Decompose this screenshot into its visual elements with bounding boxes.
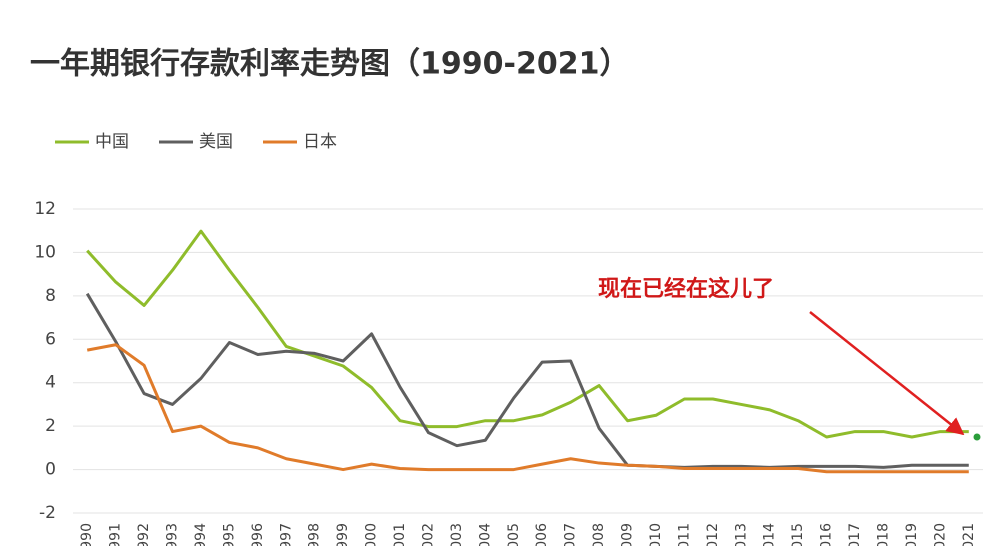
y-tick-label: 12 [34, 199, 56, 219]
x-tick-label: 2010 [648, 523, 664, 546]
x-tick-label: 2018 [875, 523, 891, 546]
series-line [85, 292, 969, 469]
x-tick-label: 1997 [278, 523, 294, 546]
y-tick-label: 6 [45, 329, 56, 349]
x-tick-label: 2019 [904, 523, 920, 546]
y-tick-label: 4 [45, 373, 56, 393]
x-tick-label: 2020 [932, 523, 948, 546]
x-tick-label: 1995 [221, 523, 237, 546]
x-tick-label: 2016 [819, 523, 835, 546]
y-tick-label: 2 [45, 416, 56, 436]
x-tick-label: 1996 [250, 523, 266, 546]
legend-label: 美国 [199, 132, 233, 152]
x-tick-label: 2012 [705, 523, 721, 546]
series-line [86, 343, 969, 474]
x-tick-label: 2015 [790, 523, 806, 546]
legend-label: 中国 [95, 132, 129, 152]
x-tick-label: 2004 [477, 523, 493, 546]
x-tick-label: 2003 [449, 523, 465, 546]
x-tick-label: 2011 [676, 523, 692, 546]
x-tick-label: 1994 [193, 523, 209, 546]
y-tick-label: 10 [34, 242, 56, 262]
x-tick-label: 1998 [307, 523, 323, 546]
x-tick-label: 2006 [534, 523, 550, 546]
series-line [86, 229, 969, 439]
annotation: 现在已经在这儿了 [598, 276, 774, 302]
x-tick-label: 2017 [847, 523, 863, 546]
x-tick-label: 2001 [392, 523, 408, 546]
x-tick-label: 1990 [79, 523, 95, 546]
y-tick-label: 8 [45, 286, 56, 306]
x-tick-label: 2008 [591, 523, 607, 546]
x-tick-label: 2002 [420, 523, 436, 546]
legend-label: 日本 [303, 132, 337, 152]
x-tick-label: 2000 [364, 523, 380, 546]
annotation-arrow [809, 311, 965, 436]
x-tick-label: 2007 [563, 523, 579, 546]
x-tick-label: 1993 [165, 523, 181, 546]
x-tick-label: 1992 [136, 523, 152, 546]
x-tick-label: 1999 [335, 523, 351, 546]
y-tick-label: -2 [39, 503, 56, 523]
x-tick-label: 1991 [108, 523, 124, 546]
y-tick-label: 0 [45, 460, 56, 480]
x-tick-label: 2021 [961, 523, 977, 546]
x-tick-label: 2014 [762, 523, 778, 546]
x-tick-label: 2013 [733, 523, 749, 546]
x-tick-label: 2005 [506, 523, 522, 546]
highlight-dot [973, 433, 981, 441]
x-tick-label: 2009 [620, 523, 636, 546]
chart-title: 一年期银行存款利率走势图（1990-2021） [30, 47, 629, 82]
